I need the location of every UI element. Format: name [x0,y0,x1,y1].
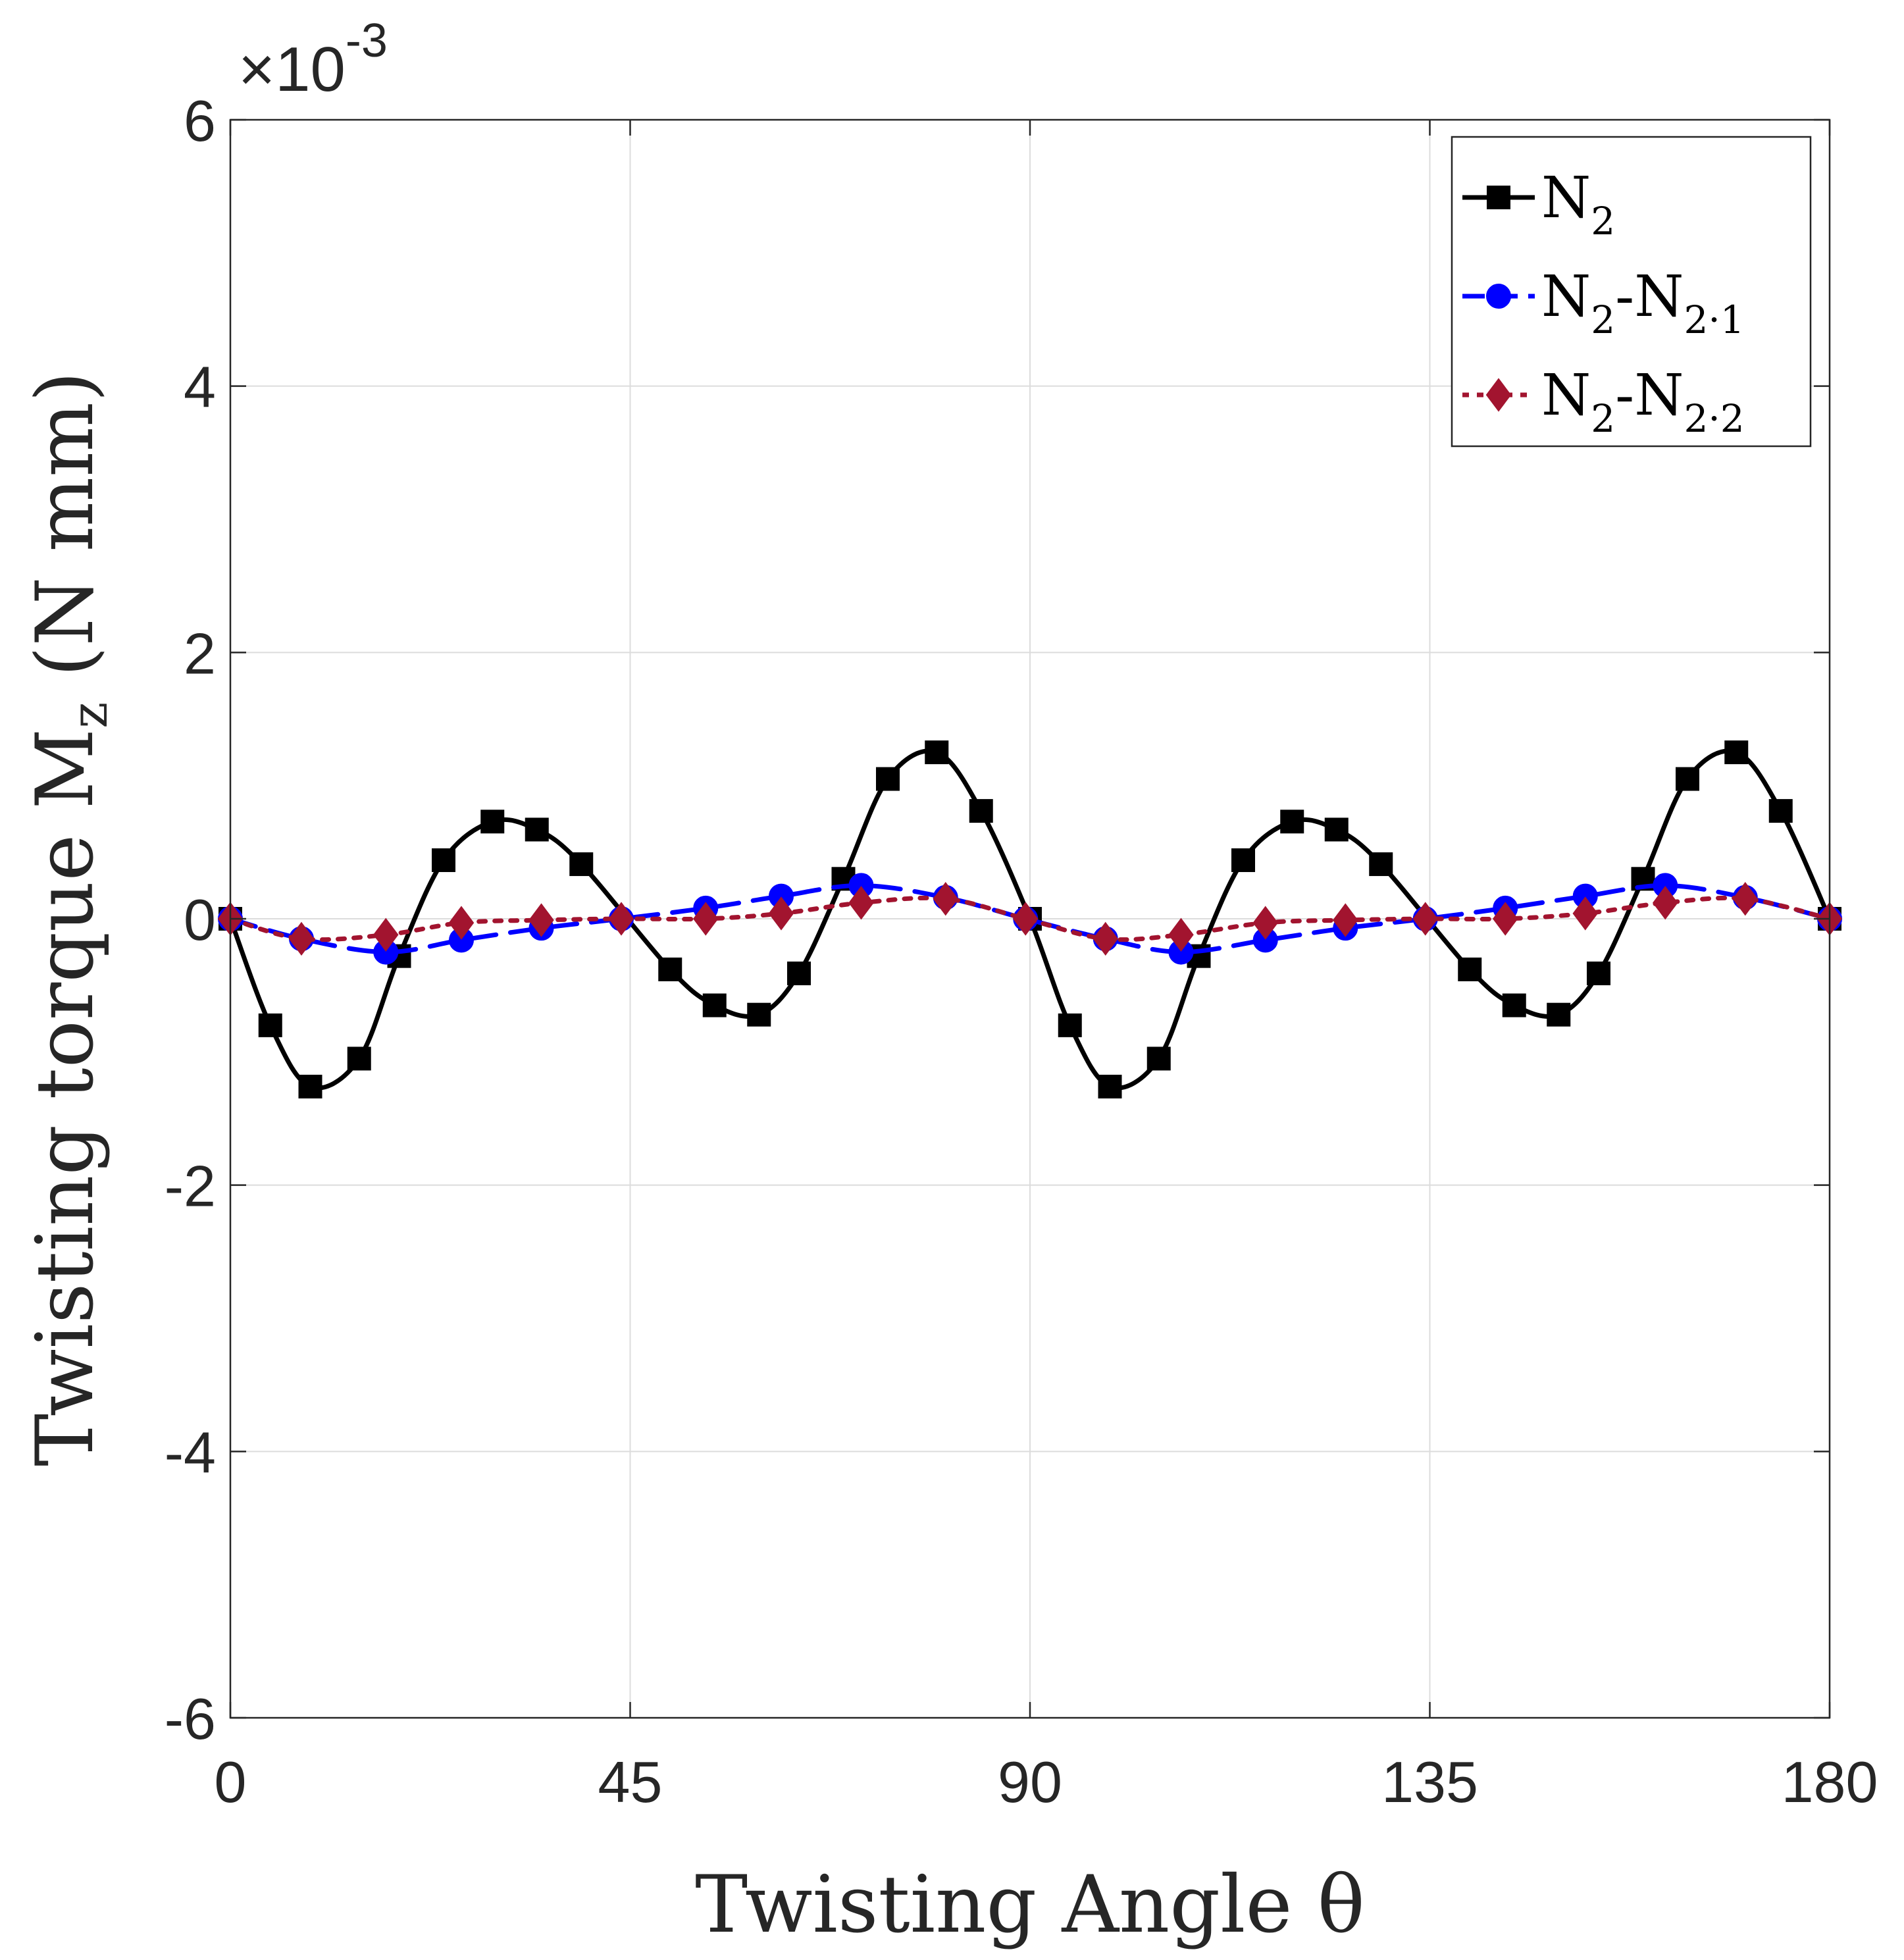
data-point [1458,957,1482,981]
data-point [787,961,811,985]
ticks: 0 45 90 135 180 -6 -4 -2 0 2 4 6 [165,88,1878,1815]
legend-entry: N2 [1462,165,1615,244]
data-point [1324,817,1349,842]
x-exponent-base: ×10 [238,34,346,105]
data-point [1098,1074,1122,1098]
y-tick-label: 4 [184,355,216,420]
data-point [925,740,949,765]
data-point [1572,896,1598,931]
series-3 [217,881,1843,956]
data-point [448,906,475,940]
data-point [1547,1002,1571,1027]
x-exponent-label: ×10-3 [238,14,388,105]
data-point [569,852,594,877]
legend-marker [1486,284,1511,309]
data-point [1768,799,1793,823]
data-point [525,817,549,842]
data-point [1369,852,1393,877]
y-axis-title-sub: z [60,702,118,729]
data-point [1333,903,1358,937]
data-point [1093,921,1118,956]
x-tick-label: 0 [215,1749,247,1815]
x-axis-title: Twisting Angle θ [695,1859,1365,1951]
y-tick-label: -2 [165,1154,216,1219]
data-point [1252,906,1278,940]
data-point [1280,810,1304,834]
data-point [1724,740,1749,765]
series-line [228,883,1832,955]
data-point [1587,961,1610,985]
legend: N2 N2-N2·1 N2-N2·2 [1451,136,1812,448]
data-point [702,993,727,1018]
legend-entry: N2-N2·1 [1462,264,1745,342]
data-point [1493,902,1518,936]
y-tick-label: 6 [184,88,216,153]
data-point [1653,886,1678,920]
data-point [876,767,900,791]
legend-label: N2 [1541,165,1615,244]
data-point [480,810,505,834]
data-point [432,848,455,872]
data-point [848,886,874,920]
data-point [693,902,719,936]
data-point [1732,881,1758,916]
data-point [658,957,682,981]
series-line [228,895,1832,942]
data-point [608,902,634,936]
x-tick-label: 45 [598,1749,663,1815]
y-tick-label: -6 [165,1686,216,1751]
data-point [1231,848,1255,872]
legend-marker [1485,378,1512,412]
y-tick-label: 0 [184,887,216,952]
data-point [288,921,315,956]
y-tick-label: 2 [184,621,216,686]
data-point [768,896,794,931]
legend-entry: N2-N2·2 [1462,363,1745,441]
data-point [1412,902,1438,936]
legend-label: N2-N2·2 [1541,363,1745,441]
x-tick-label: 180 [1782,1749,1878,1815]
legend-label: N2-N2·1 [1541,264,1745,342]
data-point [528,903,554,937]
x-tick-label: 135 [1381,1749,1478,1815]
data-point [347,1046,371,1071]
y-axis-title: Twisting torque Mz (N mm) [20,371,118,1466]
data-point [373,917,399,952]
data-point [933,881,958,916]
data-point [1502,993,1526,1018]
data-point [1146,1046,1171,1071]
data-point [258,1013,282,1037]
legend-marker [1487,186,1510,209]
x-tick-label: 90 [998,1749,1062,1815]
data-point [1676,767,1699,791]
x-exponent-power: -3 [346,14,388,67]
data-point [1013,902,1039,936]
y-tick-label: -4 [165,1420,216,1485]
y-axis-title-suffix: (N mm) [20,371,111,702]
y-axis-title-prefix: Twisting torque M [20,729,111,1466]
series-layer [217,740,1843,1098]
data-point [747,1002,771,1027]
data-point [1168,917,1194,952]
data-point [969,799,993,823]
data-point [298,1074,322,1098]
data-point [1058,1013,1082,1037]
